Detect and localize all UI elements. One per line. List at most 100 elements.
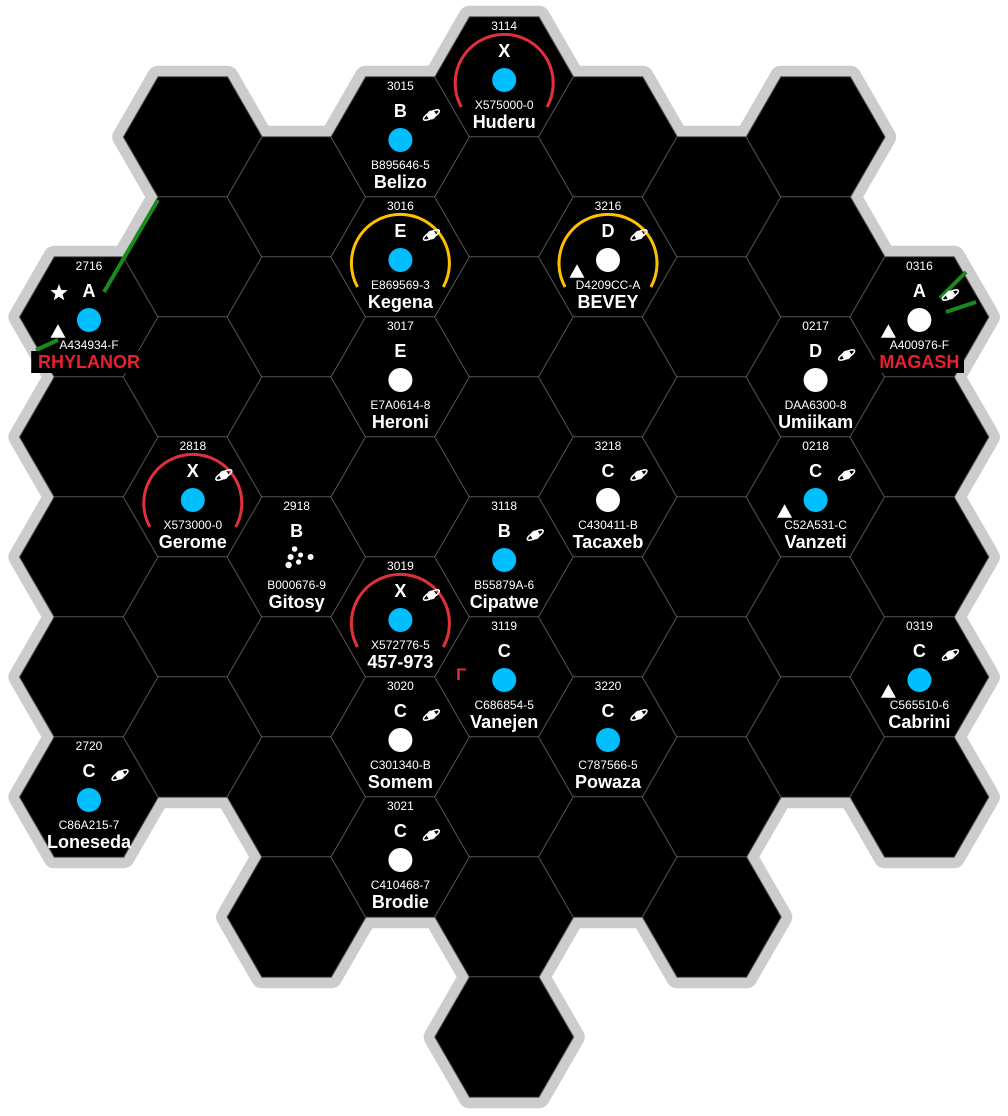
- starport-code: C: [394, 701, 407, 721]
- water-world-icon: [492, 668, 517, 692]
- uwp-code: E869569-3: [371, 278, 430, 292]
- dry-world-icon: [596, 248, 620, 272]
- trade-routes: [35, 198, 977, 352]
- uwp-code: C86A215-7: [59, 818, 120, 832]
- world-name: Huderu: [473, 112, 536, 132]
- uwp-code: E7A0614-8: [370, 398, 430, 412]
- world-name: Cabrini: [888, 712, 950, 732]
- dry-world-icon: [388, 728, 413, 752]
- starport-code: E: [394, 341, 406, 361]
- naval-base-icon: [50, 284, 68, 301]
- hex-cell[interactable]: [434, 976, 575, 1098]
- starport-code: C: [913, 641, 926, 661]
- starport-code: C: [602, 461, 615, 481]
- world-name: BEVEY: [577, 292, 638, 312]
- scout-base-icon: [50, 324, 66, 338]
- gas-giant-icon: [526, 529, 544, 541]
- hex-number: 3016: [387, 199, 414, 213]
- uwp-code: C52A531-C: [784, 518, 847, 532]
- world-name: Gitosy: [269, 592, 325, 612]
- world-name: Vanejen: [470, 712, 538, 732]
- uwp-code: B55879A-6: [474, 578, 534, 592]
- hex-number: 3015: [387, 79, 414, 93]
- trade-route: [945, 300, 977, 314]
- world-name: 457-973: [367, 652, 433, 672]
- dry-world-icon: [907, 308, 932, 332]
- world-name: RHYLANOR: [38, 352, 140, 372]
- trade-route: [938, 270, 968, 300]
- starport-code: X: [394, 581, 406, 601]
- hex-number: 3220: [595, 679, 622, 693]
- world-name: Loneseda: [47, 832, 132, 852]
- starport-code: B: [290, 521, 303, 541]
- world-name: Gerome: [159, 532, 227, 552]
- gas-giant-icon: [837, 349, 856, 361]
- dry-world-icon: [596, 488, 620, 512]
- water-world-icon: [596, 728, 620, 752]
- water-world-icon: [77, 308, 101, 332]
- hex-number: 3017: [387, 319, 414, 333]
- gas-giant-icon: [422, 109, 441, 121]
- scout-base-icon: [777, 504, 793, 518]
- dry-world-icon: [803, 368, 828, 392]
- amber-zone-arc: [349, 212, 451, 288]
- hex-number: 0217: [802, 319, 829, 333]
- world-name: Powaza: [575, 772, 642, 792]
- world-name: Cipatwe: [470, 592, 539, 612]
- hex-number: 2818: [179, 439, 206, 453]
- starport-code: E: [394, 221, 406, 241]
- uwp-code: A400976-F: [890, 338, 949, 352]
- uwp-code: C301340-B: [370, 758, 431, 772]
- water-world-icon: [77, 788, 101, 812]
- water-world-icon: [492, 548, 517, 572]
- starport-code: A: [83, 281, 96, 301]
- hex-number: 0319: [906, 619, 933, 633]
- hex-number: 2918: [283, 499, 310, 513]
- hex-number: 3020: [387, 679, 414, 693]
- water-world-icon: [388, 248, 413, 272]
- world-name: Heroni: [372, 412, 429, 432]
- uwp-code: DAA6300-8: [785, 398, 847, 412]
- water-world-icon: [803, 488, 828, 512]
- scout-base-icon: [569, 264, 585, 278]
- uwp-code: A434934-F: [59, 338, 118, 352]
- red-zone-arc: [453, 32, 555, 108]
- gas-giant-icon: [630, 469, 648, 481]
- starport-code: C: [809, 461, 822, 481]
- starport-code: D: [809, 341, 822, 361]
- hex-cell[interactable]: [849, 736, 990, 858]
- gamma-base-icon: Γ: [456, 665, 466, 684]
- hex-number: 2720: [76, 739, 103, 753]
- uwp-code: C430411-B: [578, 518, 638, 532]
- starport-code: D: [602, 221, 615, 241]
- uwp-code: C410468-7: [371, 878, 431, 892]
- uwp-code: C686854-5: [475, 698, 535, 712]
- starport-code: C: [394, 821, 407, 841]
- hex-number: 3216: [595, 199, 622, 213]
- uwp-code: X572776-5: [371, 638, 430, 652]
- hex-cell[interactable]: [641, 856, 782, 978]
- gas-giant-icon: [422, 829, 441, 841]
- asteroid-belt-icon: [285, 546, 314, 569]
